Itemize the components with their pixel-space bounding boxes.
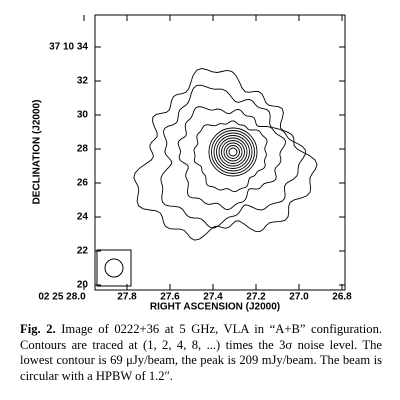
x-tick-label: 02 25 28.0	[38, 292, 86, 303]
contour	[193, 120, 268, 193]
contours	[133, 68, 318, 241]
caption-text: Image of 0222+36 at 5 GHz, VLA in “A+B” …	[20, 322, 383, 383]
contour	[216, 135, 250, 169]
x-tick-label: 27.8	[117, 292, 137, 303]
beam-box	[96, 249, 132, 287]
caption-label: Fig. 2.	[20, 322, 56, 336]
y-axis-label: DECLINATION (J2000)	[32, 100, 43, 205]
contour	[221, 140, 245, 164]
contour	[228, 147, 238, 157]
y-tick-label: 20	[77, 280, 89, 291]
x-axis-label: RIGHT ASCENSION (J2000)	[150, 302, 280, 313]
x-tick-label: 27.0	[289, 292, 309, 303]
y-tick-label: 24	[77, 212, 89, 223]
y-tick-label: 30	[77, 110, 89, 121]
y-tick-label: 32	[77, 76, 89, 87]
x-tick-label: 26.8	[332, 292, 352, 303]
y-tick-label: 22	[77, 246, 89, 257]
y-tick-label: 26	[77, 178, 89, 189]
contour	[177, 106, 287, 211]
x-tick-label: 27.6	[160, 292, 180, 303]
beam	[104, 258, 124, 278]
contour	[223, 142, 243, 162]
y-tick-label: 37 10 34	[49, 42, 88, 53]
contour	[160, 84, 306, 229]
contour	[213, 132, 253, 172]
figure: RIGHT ASCENSION (J2000) DECLINATION (J20…	[32, 14, 352, 313]
caption: Fig. 2. Image of 0222+36 at 5 GHz, VLA i…	[20, 322, 382, 384]
contour	[211, 130, 255, 174]
plot-frame	[94, 14, 346, 291]
contour	[208, 127, 258, 177]
x-tick-label: 27.2	[246, 292, 266, 303]
contour	[226, 145, 240, 159]
contour	[218, 137, 248, 167]
x-tick-label: 27.4	[203, 292, 223, 303]
contour	[133, 68, 318, 241]
y-tick-label: 28	[77, 144, 89, 155]
